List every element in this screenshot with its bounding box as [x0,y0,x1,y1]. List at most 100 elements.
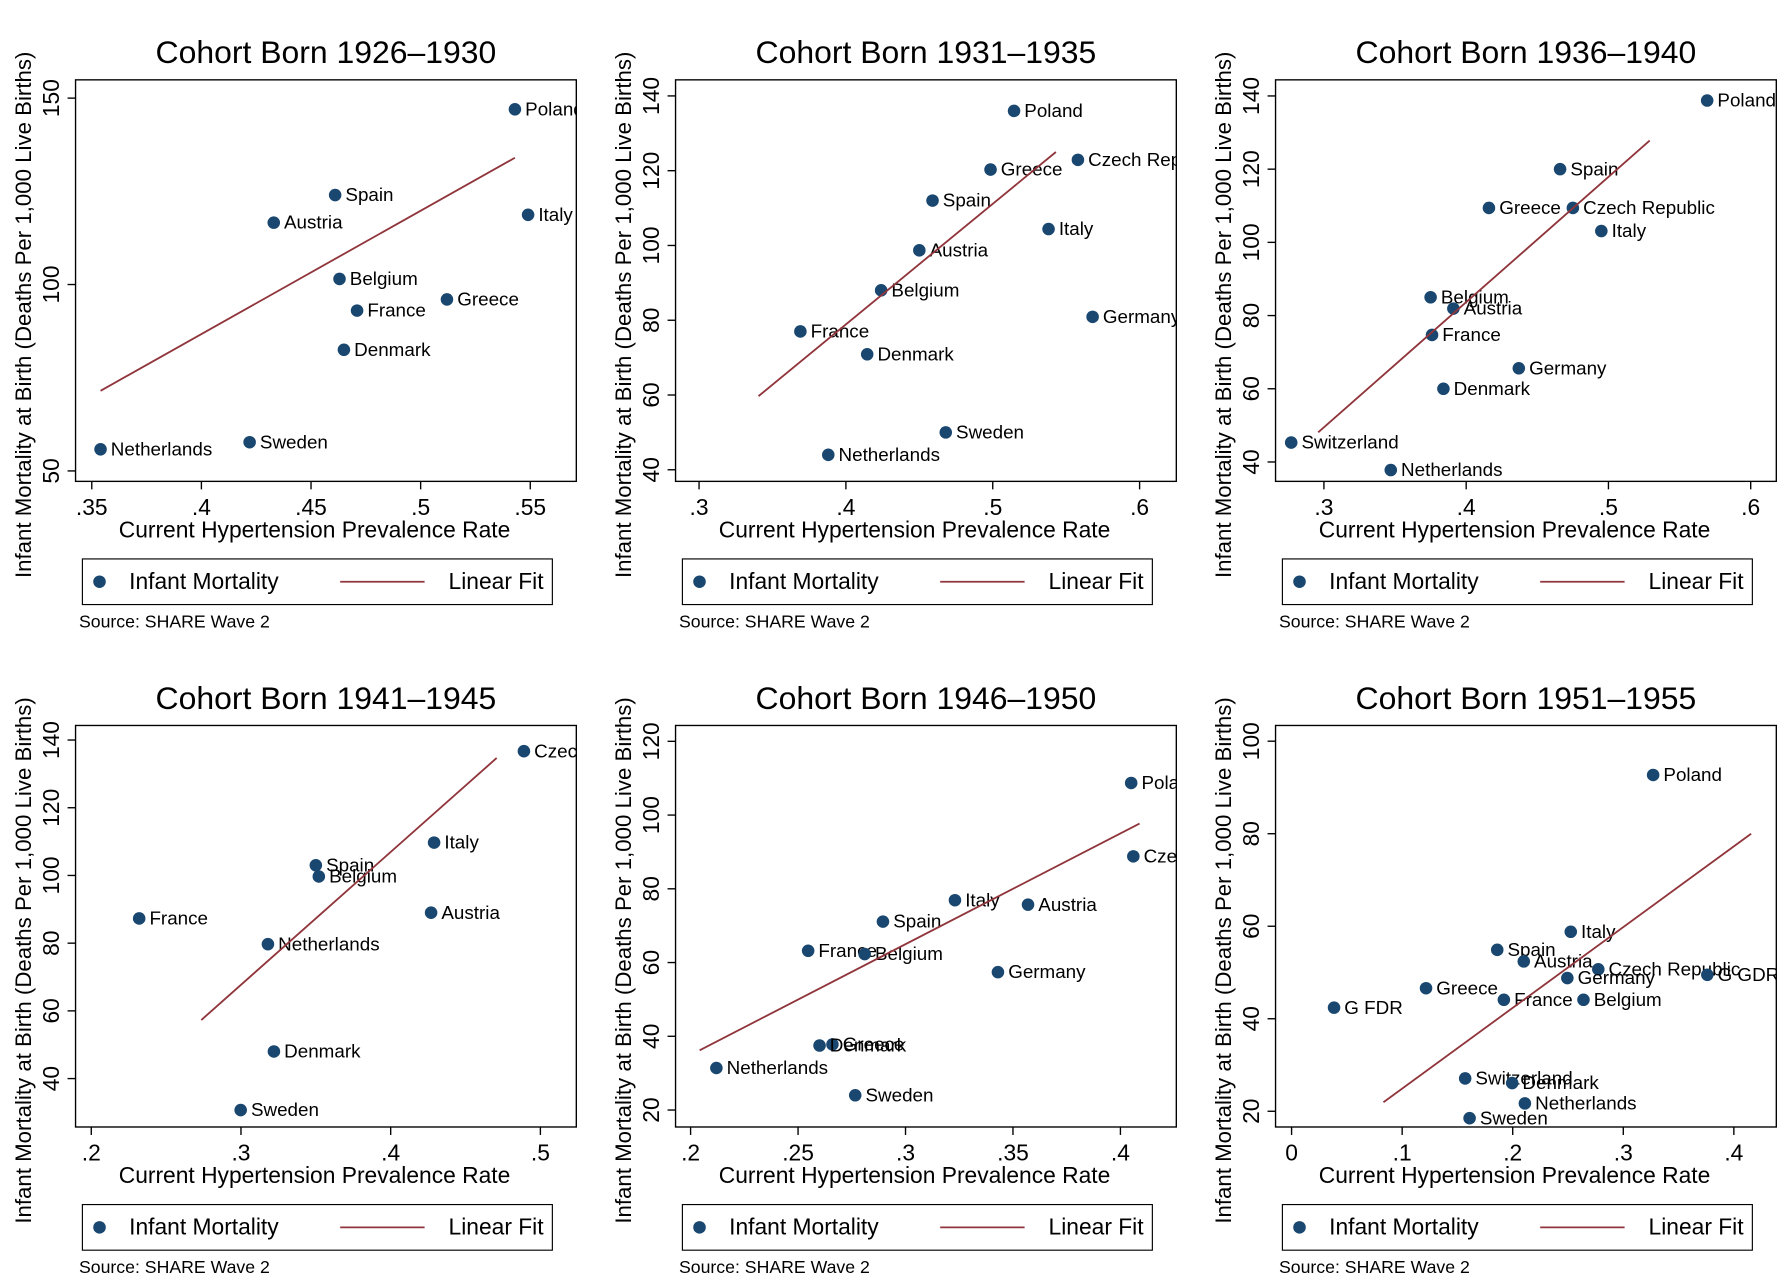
point-label: France [1442,324,1501,345]
fit-line [200,757,498,1021]
x-tick-label: .3 [1614,1139,1633,1165]
point-label: Austria [1038,894,1097,915]
data-point [1127,850,1140,863]
data-point [267,216,281,229]
point-label: France [367,300,426,321]
point-label: Poland [525,98,584,119]
data-point [309,859,323,872]
fit-line [1317,139,1651,434]
data-point [1577,993,1590,1007]
y-tick-label: 60 [38,998,64,1023]
legend-label: Linear Fit [449,568,545,594]
y-tick-label: 100 [638,226,664,264]
point-label: Belgium [1594,989,1662,1010]
point-label: Netherlands [839,444,940,465]
data-point [333,272,346,286]
data-point [794,325,807,338]
point-label: Italy [444,832,479,853]
legend-box [681,1203,1153,1251]
point-label: Netherlands [1401,459,1502,480]
y-tick-label: 120 [638,722,664,760]
fit-line [1382,832,1752,1103]
point-label: Switzerland [1301,432,1398,453]
data-point [1497,993,1511,1007]
data-point [517,744,531,758]
fit-line [699,822,1140,1052]
data-point [848,1089,862,1102]
y-axis-label: Infant Mortality at Birth (Deaths Per 1,… [1211,697,1236,1223]
point-label: Poland [1024,100,1083,121]
y-axis-label: Infant Mortality at Birth (Deaths Per 1,… [1211,52,1236,578]
x-tick-label: 0 [1285,1139,1298,1165]
data-point [913,244,926,257]
y-tick-label: 120 [638,152,664,190]
source-note: Source: SHARE Wave 2 [679,1257,870,1273]
data-point [939,426,953,439]
data-point [234,1103,247,1117]
x-tick-label: .4 [1111,1139,1130,1165]
data-point [1425,328,1439,342]
point-label: Spain [943,190,991,211]
y-tick-label: 80 [1238,821,1264,846]
y-tick-label: 120 [1238,150,1264,188]
data-point [1021,898,1035,911]
point-label: Poland [1717,90,1776,111]
data-point [860,347,874,361]
data-point [1595,224,1608,238]
legend-box [1281,558,1753,606]
x-tick-label: .3 [690,494,709,520]
data-point [1518,1097,1532,1110]
point-label: France [1514,989,1573,1010]
source-note: Source: SHARE Wave 2 [1279,1257,1470,1273]
data-point [508,103,522,116]
x-tick-label: .6 [1130,494,1149,520]
point-label: Austria [1464,298,1523,319]
data-point [1086,310,1099,324]
data-point [1490,943,1504,957]
x-tick-label: .3 [1314,494,1333,520]
data-point [1071,153,1085,167]
data-point [1482,201,1496,215]
x-tick-label: .3 [231,1139,250,1165]
legend-marker [693,575,706,589]
data-point [337,343,351,357]
y-tick-label: 40 [1238,1006,1264,1031]
x-tick-label: .35 [76,494,108,520]
point-label: Spain [1570,158,1618,179]
legend-box [81,1203,553,1251]
data-point [328,188,342,202]
point-label: G GDR [1718,964,1780,985]
y-tick-label: 140 [638,77,664,115]
point-label: Netherlands [278,933,379,954]
legend-label: Linear Fit [1049,568,1145,594]
point-label: Denmark [1454,378,1531,399]
data-point [991,965,1005,979]
point-label: Denmark [354,339,431,360]
data-point [948,893,962,907]
x-tick-label: .5 [411,494,430,520]
data-point [1437,382,1450,396]
point-label: Italy [965,889,1000,910]
plot-area [1274,724,1777,1128]
data-point [1592,962,1605,976]
data-point [1284,436,1298,449]
y-axis-label: Infant Mortality at Birth (Deaths Per 1,… [611,697,636,1223]
source-note: Source: SHARE Wave 2 [79,1257,270,1273]
data-point [858,947,871,961]
point-label: France [811,321,870,342]
point-label: Poland [1663,764,1722,785]
y-tick-label: 40 [38,1066,64,1091]
legend-label: Infant Mortality [729,1214,879,1240]
data-point [826,1038,839,1051]
legend-box [1281,1203,1753,1251]
data-point [427,836,441,849]
y-tick-label: 80 [38,930,64,955]
data-point [440,293,454,306]
source-note: Source: SHARE Wave 2 [79,611,270,631]
x-axis-label: Current Hypertension Prevalence Rate [119,1162,511,1188]
point-label: Austria [930,239,989,260]
data-point [132,912,146,925]
